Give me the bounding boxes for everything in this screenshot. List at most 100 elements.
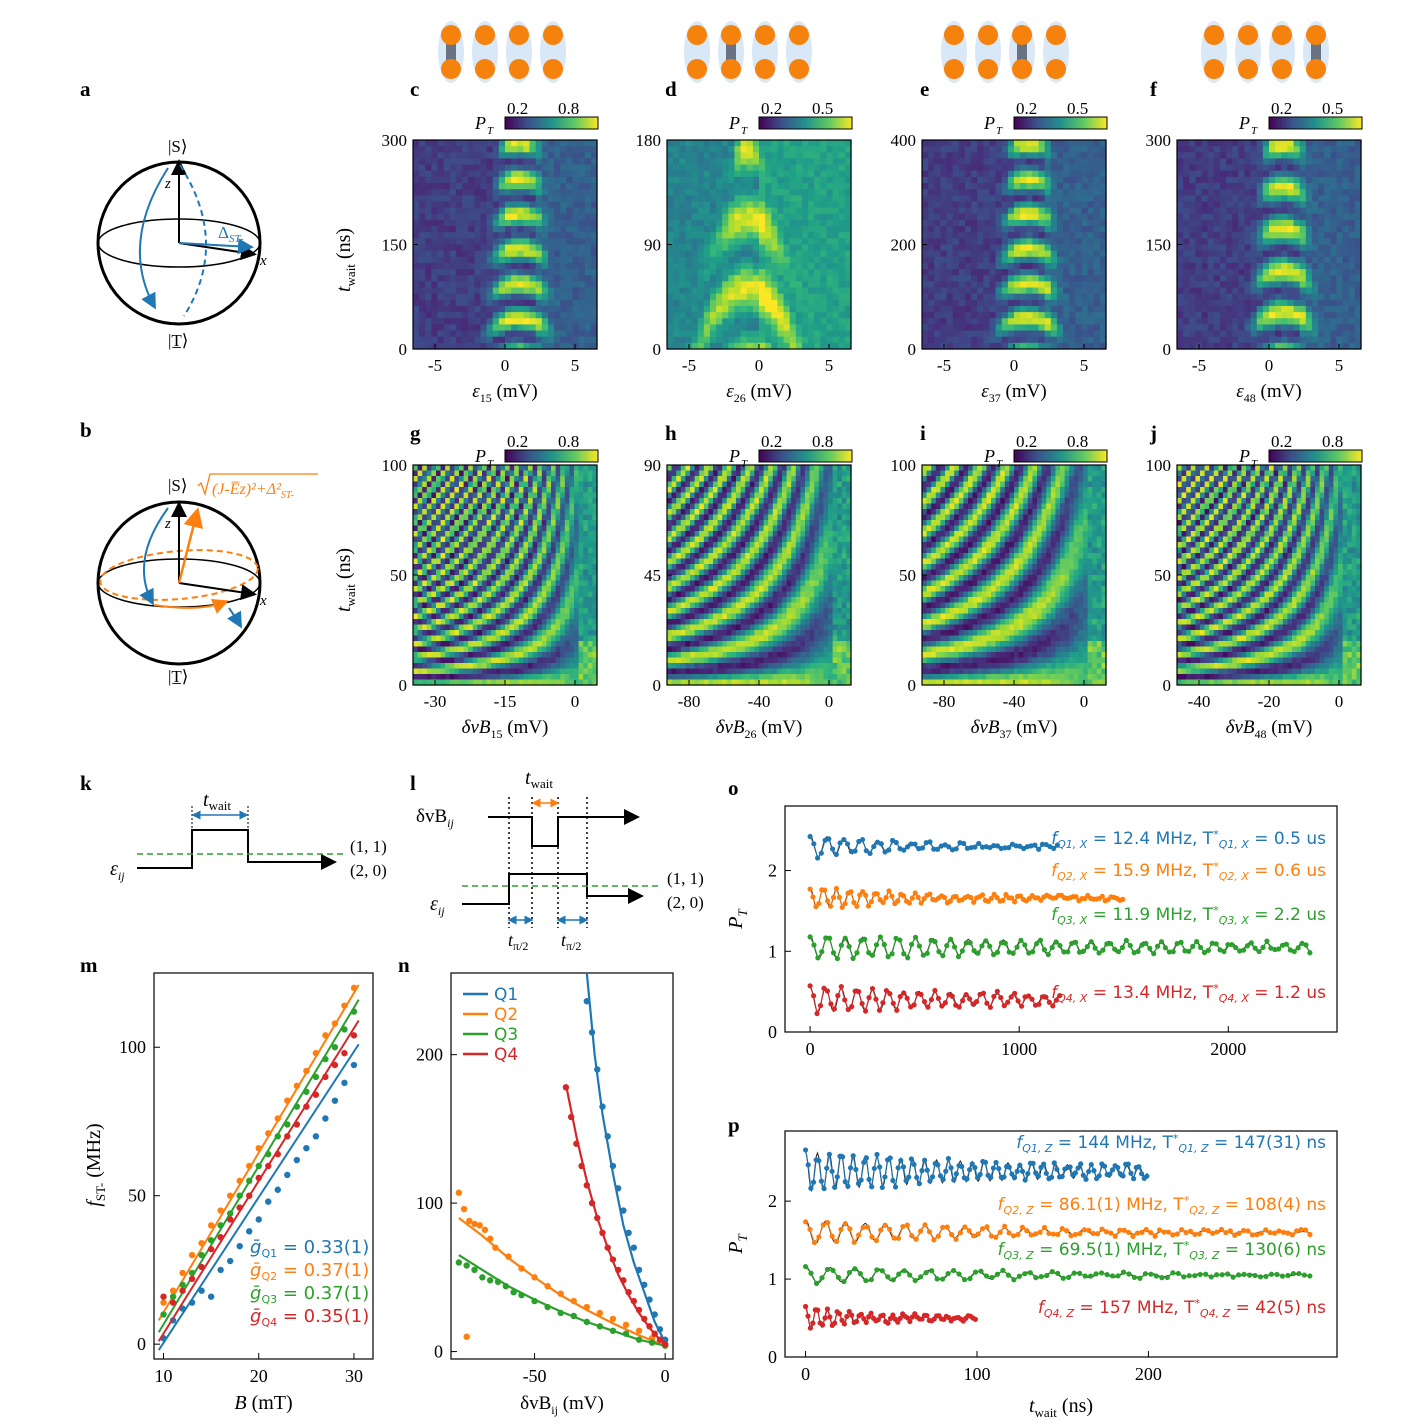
heatmap-cell: [703, 299, 711, 307]
heatmap-cell: [486, 146, 494, 153]
heatmap-cell: [472, 514, 478, 521]
heatmap-cell: [1275, 342, 1282, 350]
heatmap-cell: [801, 305, 809, 313]
heatmap-cell: [989, 176, 997, 184]
heatmap-cell: [1299, 170, 1307, 178]
heatmap-cell: [1189, 305, 1196, 313]
heatmap-cell: [498, 170, 506, 178]
heatmap-cell: [820, 269, 828, 276]
heatmap-cell: [759, 232, 766, 239]
heatmap-cell: [928, 238, 935, 246]
heatmap-cell: [514, 476, 520, 483]
heatmap-cell: [1014, 232, 1021, 239]
heatmap-cell: [449, 470, 455, 477]
heatmap-cell: [431, 183, 439, 190]
heatmap-cell: [491, 547, 497, 554]
x-tick-label: 0: [501, 356, 510, 375]
heatmap-cell: [795, 256, 803, 264]
heatmap-cell: [1201, 299, 1209, 307]
heatmap-cell: [734, 244, 742, 252]
heatmap-cell: [838, 342, 846, 350]
heatmap-cell: [1050, 299, 1058, 307]
heatmap-cell: [1050, 293, 1058, 301]
heatmap-cell: [746, 158, 754, 166]
heatmap-cell: [419, 262, 426, 270]
heatmap-cell: [505, 256, 512, 264]
heatmap-cell: [1056, 262, 1064, 270]
heatmap-cell: [1299, 275, 1307, 282]
heatmap-cell: [541, 305, 549, 313]
heatmap-cell: [1275, 207, 1282, 215]
heatmap-cell: [413, 547, 419, 554]
heatmap-cell: [554, 189, 561, 196]
heatmap-cell: [685, 146, 693, 153]
heatmap-cell: [1330, 324, 1338, 332]
heatmap-cell: [946, 299, 954, 307]
colorbar-tick: 0.5: [812, 99, 833, 118]
heatmap-cell: [722, 195, 729, 203]
heatmap-cell: [1020, 318, 1027, 326]
heatmap-cell: [1044, 330, 1052, 338]
heatmap-cell: [1219, 336, 1227, 344]
coupling-bar: [1017, 36, 1027, 68]
heatmap-cell: [1244, 324, 1252, 332]
heatmap-cell: [523, 256, 531, 264]
heatmap-cell: [685, 201, 693, 209]
heatmap-cell: [529, 262, 537, 270]
heatmap-cell: [1311, 293, 1319, 301]
heatmap-cell: [746, 269, 754, 276]
heatmap-cell: [1342, 342, 1350, 350]
heatmap-cell: [789, 256, 797, 264]
heatmap-cell: [560, 531, 566, 538]
heatmap-cell: [1207, 201, 1215, 209]
heatmap-cell: [566, 336, 574, 344]
heatmap-cell: [1207, 299, 1215, 307]
heatmap-cell: [572, 275, 580, 282]
heatmap-cell: [474, 256, 482, 264]
heatmap-cell: [1318, 342, 1325, 350]
heatmap-cell: [964, 293, 972, 301]
heatmap-cell: [431, 232, 439, 239]
heatmap-cell: [578, 536, 584, 543]
heatmap-cell: [505, 498, 511, 505]
heatmap-cell: [455, 299, 463, 307]
heatmap-cell: [546, 520, 552, 527]
heatmap-cell: [946, 312, 954, 319]
heatmap-cell: [673, 269, 680, 276]
heatmap-cell: [777, 269, 785, 276]
heatmap-cell: [746, 238, 754, 246]
heatmap-cell: [480, 256, 488, 264]
heatmap-cell: [1195, 244, 1203, 252]
heatmap-cell: [1354, 299, 1362, 307]
heatmap-cell: [1189, 312, 1196, 319]
heatmap-cell: [771, 176, 778, 184]
heatmap-cell: [431, 305, 439, 313]
heatmap-cell: [443, 324, 451, 332]
heatmap-cell: [1201, 262, 1209, 270]
heatmap-cell: [498, 330, 506, 338]
heatmap-cell: [555, 525, 561, 532]
heatmap-cell: [523, 299, 531, 307]
heatmap-cell: [1324, 201, 1331, 209]
heatmap-cell: [1250, 170, 1258, 178]
heatmap-cell: [486, 487, 492, 494]
heatmap-cell: [1201, 324, 1209, 332]
heatmap-cell: [1093, 176, 1101, 184]
heatmap-cell: [1348, 287, 1356, 295]
heatmap-cell: [417, 564, 423, 571]
heatmap-cell: [1044, 299, 1052, 307]
heatmap-cell: [1275, 299, 1282, 307]
heatmap-cell: [832, 176, 840, 184]
heatmap-cell: [511, 158, 518, 166]
heatmap-cell: [844, 305, 852, 313]
heatmap-cell: [572, 318, 580, 326]
heatmap-cell: [946, 219, 954, 227]
heatmap-cell: [1195, 158, 1203, 166]
heatmap-cell: [1232, 299, 1239, 307]
heatmap-cell: [740, 195, 748, 203]
heatmap-cell: [1081, 281, 1089, 289]
heatmap-cell: [517, 238, 524, 246]
heatmap-cell: [716, 232, 723, 239]
heatmap-cell: [454, 531, 460, 538]
heatmap-cell: [1044, 312, 1052, 319]
